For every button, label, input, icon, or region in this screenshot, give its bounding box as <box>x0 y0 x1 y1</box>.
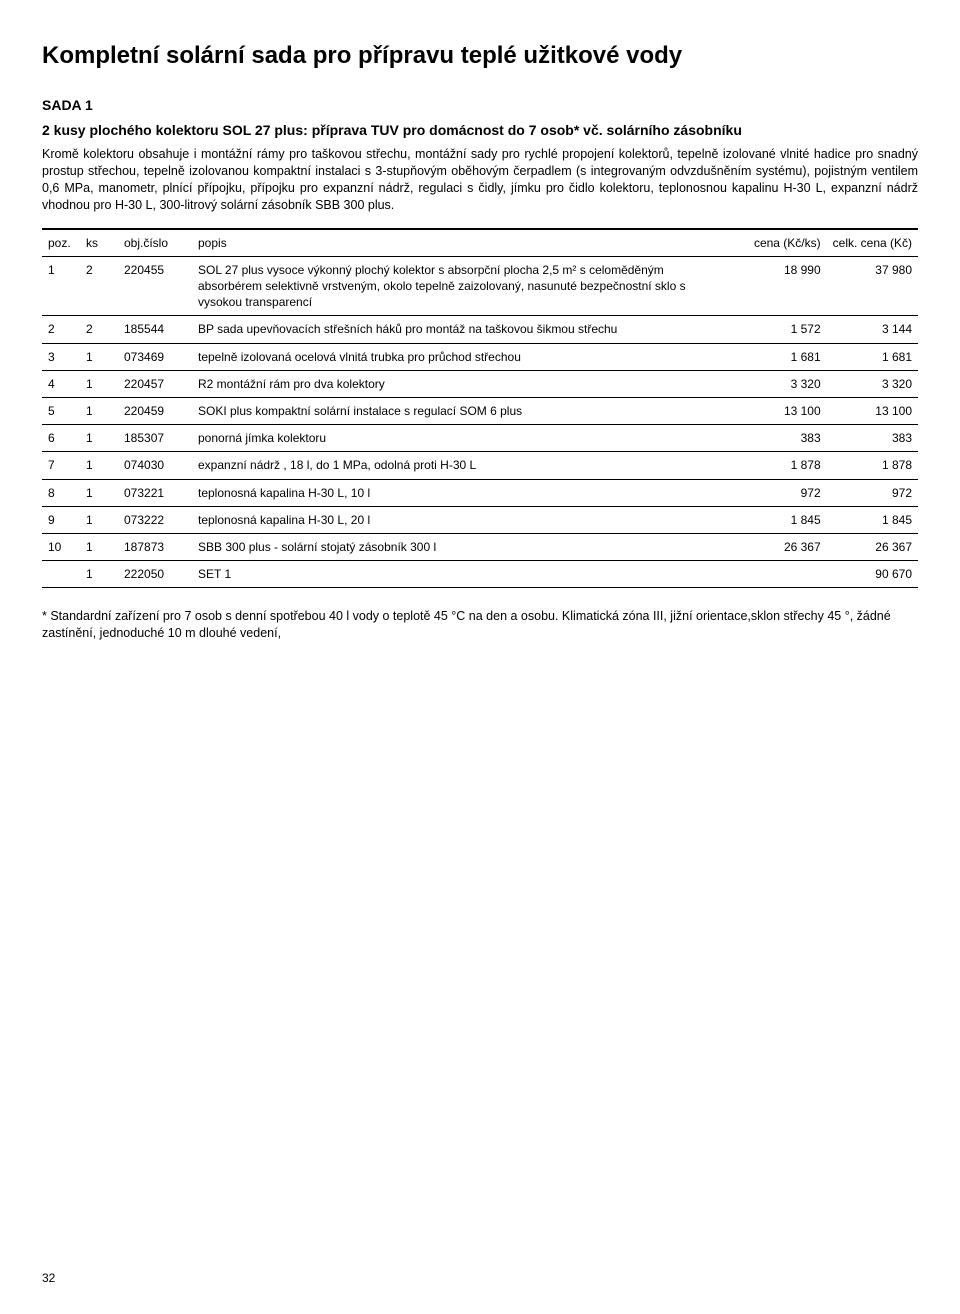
col-popis: popis <box>192 229 731 257</box>
cell-poz: 5 <box>42 397 80 424</box>
col-cena-ks: cena (Kč/ks) <box>731 229 827 257</box>
cell-poz: 10 <box>42 533 80 560</box>
section-sada: SADA 1 <box>42 96 918 115</box>
cell-popis: R2 montážní rám pro dva kolektory <box>192 370 731 397</box>
cell-cena-ks: 383 <box>731 425 827 452</box>
cell-popis: SET 1 <box>192 561 731 588</box>
cell-popis: expanzní nádrž , 18 l, do 1 MPa, odolná … <box>192 452 731 479</box>
col-ks: ks <box>80 229 118 257</box>
cell-cena-ks: 1 878 <box>731 452 827 479</box>
cell-cena-celk: 1 845 <box>827 506 918 533</box>
cell-popis: SOKI plus kompaktní solární instalace s … <box>192 397 731 424</box>
cell-obj: 185307 <box>118 425 192 452</box>
cell-ks: 1 <box>80 479 118 506</box>
col-cena-celk: celk. cena (Kč) <box>827 229 918 257</box>
cell-cena-ks <box>731 561 827 588</box>
parts-table: poz. ks obj.číslo popis cena (Kč/ks) cel… <box>42 228 918 589</box>
cell-cena-celk: 1 878 <box>827 452 918 479</box>
table-row: 41220457R2 montážní rám pro dva kolektor… <box>42 370 918 397</box>
table-row: 71074030expanzní nádrž , 18 l, do 1 MPa,… <box>42 452 918 479</box>
cell-obj: 073222 <box>118 506 192 533</box>
cell-ks: 1 <box>80 343 118 370</box>
cell-ks: 1 <box>80 425 118 452</box>
cell-obj: 073221 <box>118 479 192 506</box>
footnote: * Standardní zařízení pro 7 osob s denní… <box>42 608 918 642</box>
cell-cena-ks: 26 367 <box>731 533 827 560</box>
cell-popis: teplonosná kapalina H-30 L, 20 l <box>192 506 731 533</box>
cell-cena-celk: 1 681 <box>827 343 918 370</box>
cell-popis: BP sada upevňovacích střešních háků pro … <box>192 316 731 343</box>
cell-cena-ks: 1 845 <box>731 506 827 533</box>
cell-cena-celk: 90 670 <box>827 561 918 588</box>
cell-ks: 1 <box>80 561 118 588</box>
col-poz: poz. <box>42 229 80 257</box>
table-row: 12220455SOL 27 plus vysoce výkonný ploch… <box>42 256 918 316</box>
table-header-row: poz. ks obj.číslo popis cena (Kč/ks) cel… <box>42 229 918 257</box>
cell-ks: 2 <box>80 316 118 343</box>
cell-obj: 220455 <box>118 256 192 316</box>
section-description: Kromě kolektoru obsahuje i montážní rámy… <box>42 146 918 214</box>
cell-cena-ks: 3 320 <box>731 370 827 397</box>
table-row: 1222050SET 1 90 670 <box>42 561 918 588</box>
cell-cena-celk: 26 367 <box>827 533 918 560</box>
cell-cena-celk: 13 100 <box>827 397 918 424</box>
cell-obj: 187873 <box>118 533 192 560</box>
cell-cena-celk: 37 980 <box>827 256 918 316</box>
page-number: 32 <box>42 1270 55 1286</box>
cell-poz: 3 <box>42 343 80 370</box>
table-row: 101187873SBB 300 plus - solární stojatý … <box>42 533 918 560</box>
cell-poz: 9 <box>42 506 80 533</box>
col-obj: obj.číslo <box>118 229 192 257</box>
cell-ks: 1 <box>80 397 118 424</box>
table-row: 31073469tepelně izolovaná ocelová vlnitá… <box>42 343 918 370</box>
table-row: 51220459SOKI plus kompaktní solární inst… <box>42 397 918 424</box>
cell-obj: 074030 <box>118 452 192 479</box>
cell-cena-ks: 1 572 <box>731 316 827 343</box>
cell-poz: 4 <box>42 370 80 397</box>
cell-cena-ks: 972 <box>731 479 827 506</box>
cell-popis: SBB 300 plus - solární stojatý zásobník … <box>192 533 731 560</box>
cell-ks: 1 <box>80 533 118 560</box>
page-title: Kompletní solární sada pro přípravu tepl… <box>42 40 918 72</box>
cell-cena-celk: 972 <box>827 479 918 506</box>
cell-popis: SOL 27 plus vysoce výkonný plochý kolekt… <box>192 256 731 316</box>
table-row: 91073222teplonosná kapalina H-30 L, 20 l… <box>42 506 918 533</box>
table-row: 22185544BP sada upevňovacích střešních h… <box>42 316 918 343</box>
table-row: 61185307ponorná jímka kolektoru383383 <box>42 425 918 452</box>
cell-cena-ks: 1 681 <box>731 343 827 370</box>
cell-popis: tepelně izolovaná ocelová vlnitá trubka … <box>192 343 731 370</box>
cell-cena-celk: 383 <box>827 425 918 452</box>
cell-poz: 1 <box>42 256 80 316</box>
cell-poz: 8 <box>42 479 80 506</box>
cell-poz: 2 <box>42 316 80 343</box>
cell-poz: 7 <box>42 452 80 479</box>
cell-ks: 1 <box>80 506 118 533</box>
section-subtitle: 2 kusy plochého kolektoru SOL 27 plus: p… <box>42 121 918 140</box>
cell-cena-ks: 18 990 <box>731 256 827 316</box>
cell-poz: 6 <box>42 425 80 452</box>
cell-cena-celk: 3 320 <box>827 370 918 397</box>
cell-poz <box>42 561 80 588</box>
cell-ks: 1 <box>80 370 118 397</box>
cell-obj: 185544 <box>118 316 192 343</box>
cell-obj: 073469 <box>118 343 192 370</box>
cell-cena-ks: 13 100 <box>731 397 827 424</box>
cell-obj: 222050 <box>118 561 192 588</box>
cell-ks: 1 <box>80 452 118 479</box>
cell-popis: teplonosná kapalina H-30 L, 10 l <box>192 479 731 506</box>
cell-popis: ponorná jímka kolektoru <box>192 425 731 452</box>
cell-ks: 2 <box>80 256 118 316</box>
cell-cena-celk: 3 144 <box>827 316 918 343</box>
cell-obj: 220459 <box>118 397 192 424</box>
table-row: 81073221teplonosná kapalina H-30 L, 10 l… <box>42 479 918 506</box>
cell-obj: 220457 <box>118 370 192 397</box>
